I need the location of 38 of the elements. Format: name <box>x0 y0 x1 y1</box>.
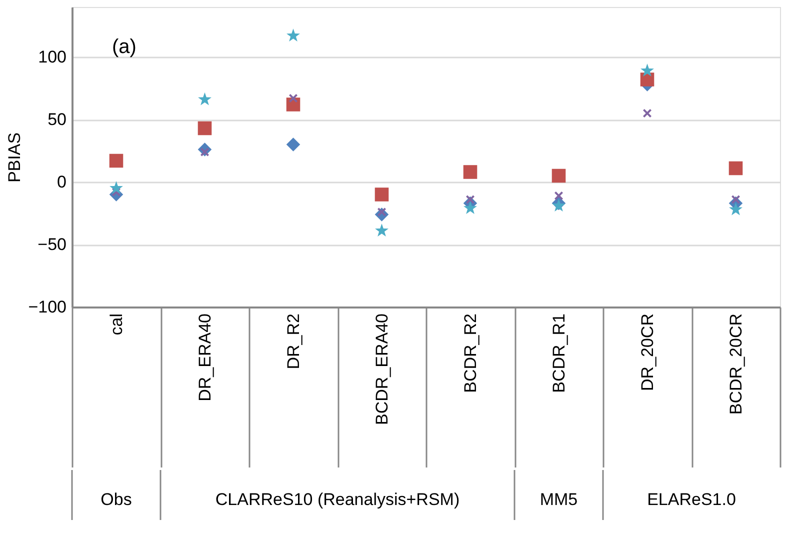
point <box>198 121 212 136</box>
y-tick-label: −50 <box>38 235 66 254</box>
x-tick-label: DR_ERA40 <box>195 314 214 402</box>
point <box>642 108 652 118</box>
point <box>286 28 300 42</box>
point <box>109 154 124 168</box>
point <box>288 94 298 103</box>
point <box>110 181 123 194</box>
point <box>286 138 300 152</box>
y-tick-label: 50 <box>48 110 66 129</box>
point <box>464 201 477 214</box>
text: MM5 <box>540 490 578 509</box>
point <box>640 64 654 76</box>
point <box>552 198 566 212</box>
x-tick-label: BCDR_ERA40 <box>372 314 392 425</box>
y-tick-label: 0 <box>57 172 66 192</box>
x-tick-label: DR_R2 <box>284 314 303 370</box>
y-tick-label: −100 <box>28 298 66 316</box>
y-tick-label: 100 <box>38 48 66 66</box>
point <box>729 202 742 216</box>
point <box>728 161 743 176</box>
point <box>463 165 478 179</box>
x-tick-label: BCDR_R2 <box>460 314 480 393</box>
x-tick-label: cal <box>106 314 126 336</box>
text: CLARReS10 (Reanalysis+RSM) <box>215 490 460 509</box>
point <box>552 168 566 183</box>
point <box>640 72 654 86</box>
point <box>374 188 389 202</box>
annotation: (a) <box>112 36 136 58</box>
text: Obs <box>100 490 132 509</box>
y-axis-title: PBIAS <box>5 132 24 183</box>
point <box>375 224 388 236</box>
point <box>554 191 564 200</box>
x-tick-label: DR_20CR <box>638 314 657 391</box>
x-tick-label: BCDR_R1 <box>549 314 568 393</box>
point <box>198 92 212 106</box>
text: ELAReS1.0 <box>647 490 736 509</box>
x-tick-label: BCDR_20CR <box>726 314 746 415</box>
